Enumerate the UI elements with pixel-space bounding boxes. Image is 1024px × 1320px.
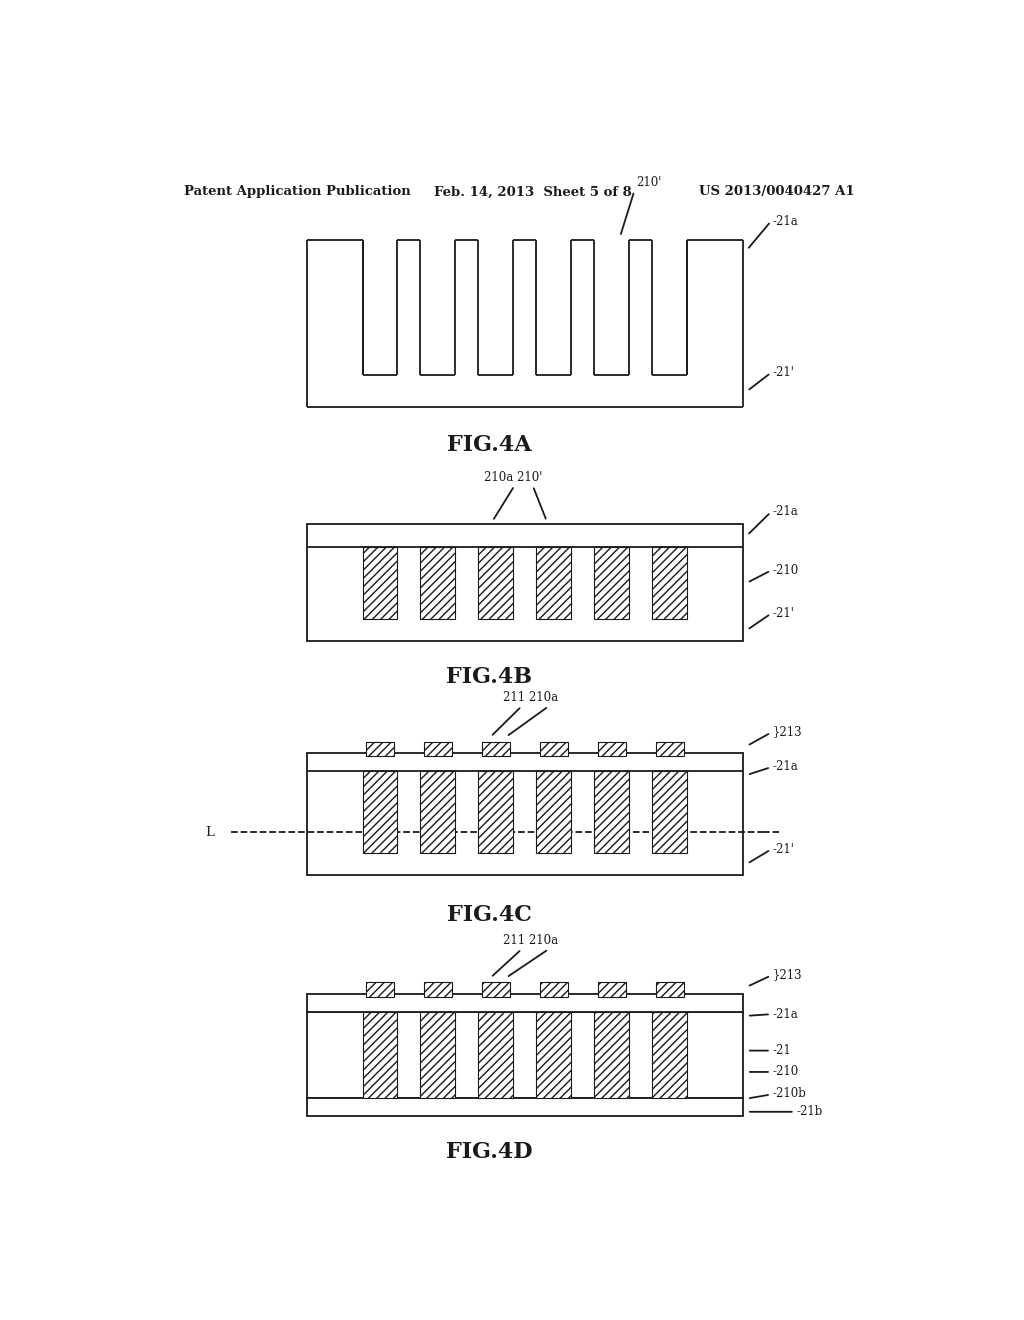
Bar bbox=[306, 1097, 743, 1115]
Text: 211 210a: 211 210a bbox=[503, 692, 558, 704]
Bar bbox=[366, 982, 394, 997]
Text: Patent Application Publication: Patent Application Publication bbox=[183, 185, 411, 198]
Text: }213: }213 bbox=[772, 725, 802, 738]
Bar bbox=[655, 982, 684, 997]
Bar bbox=[421, 1012, 456, 1097]
Bar bbox=[306, 994, 743, 1012]
Bar bbox=[478, 546, 513, 619]
Text: L: L bbox=[205, 826, 214, 838]
Text: -210: -210 bbox=[772, 1065, 799, 1078]
Text: -21b: -21b bbox=[797, 1105, 822, 1118]
Bar bbox=[424, 982, 452, 997]
Text: -21': -21' bbox=[772, 843, 795, 857]
Bar bbox=[594, 1012, 629, 1097]
Bar bbox=[598, 742, 626, 756]
Bar bbox=[362, 1012, 397, 1097]
Text: -21a: -21a bbox=[772, 504, 798, 517]
Text: -21a: -21a bbox=[772, 215, 798, 228]
Bar bbox=[540, 982, 567, 997]
Text: FIG.4C: FIG.4C bbox=[446, 904, 531, 925]
Bar bbox=[598, 982, 626, 997]
Bar bbox=[594, 546, 629, 619]
Text: 210a 210': 210a 210' bbox=[483, 471, 542, 483]
Text: -21': -21' bbox=[772, 367, 795, 379]
Bar bbox=[306, 1012, 743, 1097]
Text: -21a: -21a bbox=[772, 760, 798, 772]
Text: 211 210a: 211 210a bbox=[503, 935, 558, 948]
Bar bbox=[478, 1012, 513, 1097]
Bar bbox=[594, 771, 629, 853]
Text: 210': 210' bbox=[636, 176, 662, 189]
Bar bbox=[652, 1012, 687, 1097]
Bar bbox=[655, 742, 684, 756]
Bar bbox=[540, 742, 567, 756]
Text: -210b: -210b bbox=[772, 1086, 806, 1100]
Bar bbox=[362, 546, 397, 619]
Bar bbox=[366, 742, 394, 756]
Text: Feb. 14, 2013  Sheet 5 of 8: Feb. 14, 2013 Sheet 5 of 8 bbox=[433, 185, 631, 198]
Bar bbox=[652, 546, 687, 619]
Text: -21': -21' bbox=[772, 607, 795, 620]
Bar bbox=[306, 524, 743, 642]
Text: FIG.4A: FIG.4A bbox=[446, 434, 531, 455]
Bar bbox=[652, 771, 687, 853]
Bar bbox=[482, 982, 510, 997]
Text: -21: -21 bbox=[772, 1044, 792, 1057]
Text: US 2013/0040427 A1: US 2013/0040427 A1 bbox=[699, 185, 855, 198]
Bar bbox=[362, 771, 397, 853]
Text: }213: }213 bbox=[772, 968, 802, 981]
Bar bbox=[537, 771, 571, 853]
Bar bbox=[537, 1012, 571, 1097]
Bar bbox=[537, 546, 571, 619]
Bar bbox=[421, 546, 456, 619]
Bar bbox=[421, 771, 456, 853]
Text: FIG.4B: FIG.4B bbox=[446, 665, 532, 688]
Text: -210: -210 bbox=[772, 564, 799, 577]
Text: -21a: -21a bbox=[772, 1007, 798, 1020]
Bar bbox=[478, 771, 513, 853]
Text: FIG.4D: FIG.4D bbox=[445, 1142, 532, 1163]
Bar bbox=[424, 742, 452, 756]
Bar bbox=[306, 752, 743, 875]
Bar bbox=[482, 742, 510, 756]
